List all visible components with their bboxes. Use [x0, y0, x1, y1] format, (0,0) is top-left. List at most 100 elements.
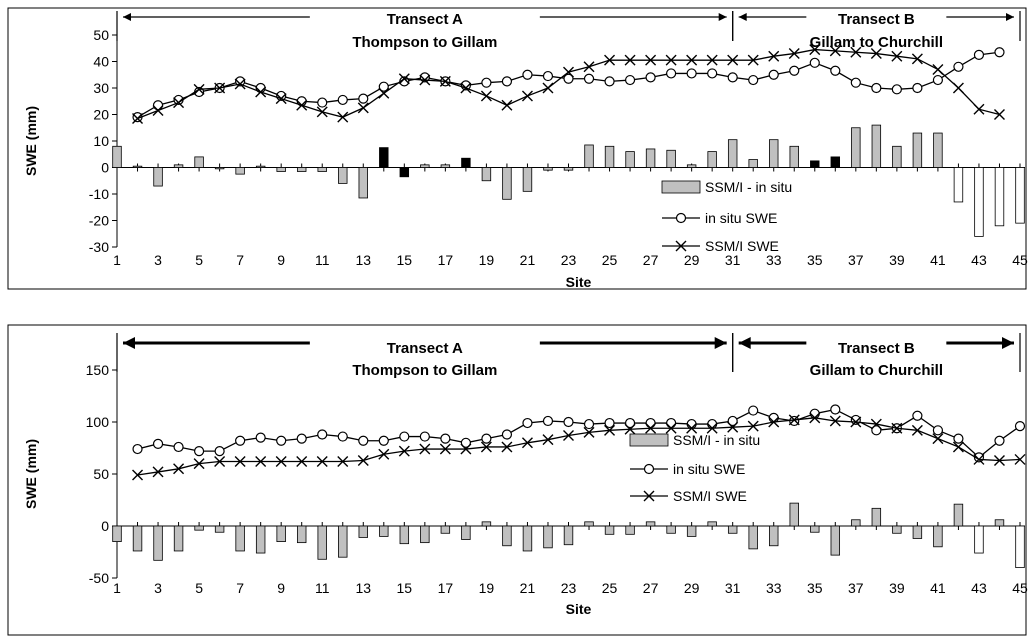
difference-bar: [420, 164, 430, 168]
x-tick-label: 29: [684, 252, 700, 268]
difference-bar: [173, 164, 184, 168]
ssmi-swe-point: [809, 44, 821, 56]
ssmi-swe-point: [214, 82, 226, 94]
x-tick-label: 37: [848, 252, 864, 268]
ssmi-swe-point: [891, 50, 903, 62]
ssmi-swe-point: [624, 54, 636, 66]
transect-subtitle: Thompson to Gillam: [352, 362, 497, 379]
legend-ssmi-marker: [675, 240, 687, 252]
x-tick-label: 17: [438, 252, 454, 268]
difference-bar: [789, 502, 799, 527]
x-tick-label: 17: [438, 580, 454, 596]
difference-bar: [379, 525, 389, 537]
legend-insitu-label: in situ SWE: [673, 461, 745, 477]
ssmi-swe-point: [727, 54, 739, 66]
ssmi-swe-point: [911, 424, 923, 436]
arrowhead-left: [738, 13, 747, 21]
difference-bar: [994, 167, 1005, 227]
difference-bar: [399, 525, 410, 545]
difference-bar: [645, 148, 656, 168]
difference-bar: [543, 525, 553, 549]
ssmi-swe-point: [911, 53, 923, 65]
difference-bar: [686, 164, 697, 168]
ssmi-swe-point: [173, 97, 185, 109]
legend-insitu-marker: [675, 212, 687, 224]
ssmi-swe-point: [665, 422, 677, 434]
difference-bar: [933, 132, 943, 168]
legend-insitu-label: in situ SWE: [705, 210, 777, 226]
transect-title: Transect A: [387, 11, 463, 28]
x-tick-label: 31: [725, 580, 741, 596]
x-tick-label: 5: [195, 252, 203, 268]
difference-bar: [522, 167, 533, 192]
transect-subtitle: Thompson to Gillam: [352, 34, 497, 51]
difference-bar: [953, 503, 964, 527]
x-tick-label: 41: [930, 252, 946, 268]
y-tick-label: 30: [93, 80, 109, 96]
x-tick-label: 15: [397, 580, 413, 596]
x-tick-label: 13: [355, 252, 371, 268]
difference-bar: [604, 145, 615, 168]
difference-bar: [255, 525, 266, 554]
difference-bar: [625, 525, 635, 535]
difference-bar: [563, 525, 574, 546]
difference-bar: [399, 167, 410, 178]
difference-bar: [810, 525, 820, 533]
in-situ-swe-point: [912, 410, 923, 421]
difference-bar: [214, 167, 225, 170]
difference-bar: [748, 159, 758, 168]
ssmi-swe-point: [727, 421, 739, 433]
ssmi-swe-point: [378, 87, 390, 99]
ssmi-swe-point: [214, 456, 226, 468]
arrowhead-right: [718, 13, 727, 21]
in-situ-swe-point: [624, 417, 636, 429]
difference-bar: [912, 132, 923, 168]
in-situ-swe-point: [296, 433, 307, 444]
difference-bar: [543, 167, 553, 171]
difference-bar: [440, 164, 451, 168]
ssmi-swe-point: [850, 46, 862, 58]
x-tick-label: 39: [889, 580, 905, 596]
difference-bar: [810, 160, 820, 168]
in-situ-swe-point: [932, 74, 944, 86]
in-situ-swe-point: [276, 435, 287, 446]
in-situ-swe-point: [604, 76, 615, 87]
difference-bar: [871, 124, 882, 168]
x-tick-label: 3: [154, 580, 162, 596]
difference-bar: [563, 167, 574, 171]
in-situ-swe-point: [748, 74, 759, 86]
in-situ-swe-point: [152, 438, 164, 449]
x-tick-label: 31: [725, 252, 741, 268]
transect-title: Transect B: [838, 340, 915, 357]
difference-bar: [502, 525, 512, 547]
y-tick-label: 0: [101, 518, 109, 534]
x-axis-label: Site: [566, 274, 592, 290]
ssmi-swe-point: [583, 426, 595, 438]
y-tick-label: 50: [93, 466, 109, 482]
in-situ-swe-point: [994, 435, 1005, 446]
in-situ-swe-point: [809, 408, 820, 419]
ssmi-swe-point: [255, 456, 267, 468]
in-situ-swe-point: [666, 417, 677, 429]
ssmi-swe-point: [1014, 453, 1026, 465]
x-tick-label: 9: [277, 252, 285, 268]
in-situ-swe-point: [522, 69, 533, 80]
x-tick-label: 41: [930, 580, 946, 596]
in-situ-swe-point: [583, 73, 595, 84]
x-tick-label: 13: [355, 580, 371, 596]
ssmi-swe-point: [993, 454, 1005, 466]
in-situ-swe-line: [137, 51, 1000, 118]
y-tick-label: 20: [93, 107, 109, 123]
x-tick-label: 1: [113, 580, 121, 596]
in-situ-swe-point: [1014, 421, 1026, 432]
in-situ-swe-point: [707, 68, 718, 79]
x-tick-label: 19: [479, 580, 495, 596]
x-tick-label: 33: [766, 252, 782, 268]
in-situ-swe-point: [317, 97, 328, 108]
difference-bar: [584, 521, 594, 527]
in-situ-swe-point: [994, 47, 1005, 58]
ssmi-swe-point: [419, 74, 431, 86]
ssmi-swe-point: [275, 93, 287, 105]
difference-bar: [851, 127, 861, 168]
ssmi-swe-point: [542, 82, 554, 94]
